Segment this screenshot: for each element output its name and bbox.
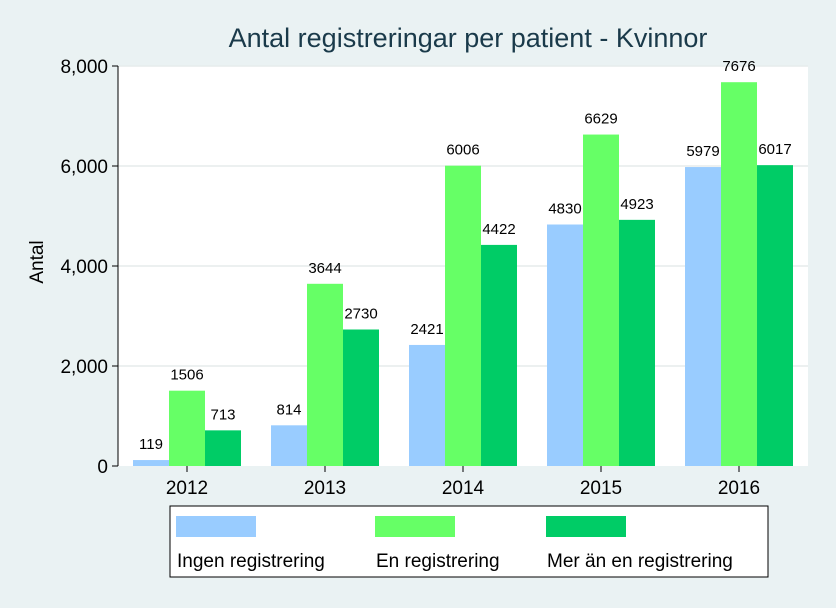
data-label: 119 (139, 436, 163, 453)
legend-box (169, 505, 769, 578)
x-axis-ticks: 2012 2013 2014 2015 2016 (166, 466, 760, 499)
bar (271, 425, 307, 466)
bar (133, 460, 169, 466)
bar (481, 244, 517, 466)
y-tick-label: 0 (97, 457, 108, 478)
chart-title: Antal registreringar per patient - Kvinn… (229, 23, 708, 53)
data-label: 2730 (344, 306, 377, 323)
y-axis-title: Antal (27, 240, 48, 283)
bar (169, 390, 205, 466)
x-tick-label: 2012 (166, 478, 208, 499)
bar (445, 165, 481, 466)
bar (757, 165, 793, 466)
data-label: 4830 (548, 201, 581, 218)
data-label: 5979 (686, 143, 719, 160)
data-label: 2421 (410, 321, 443, 338)
y-tick-label: 4,000 (60, 257, 108, 278)
legend-swatch (546, 516, 626, 537)
data-label: 6006 (446, 142, 479, 159)
bar (307, 283, 343, 466)
y-tick-label: 6,000 (60, 157, 108, 178)
data-label: 4923 (620, 196, 653, 213)
bar (685, 167, 721, 467)
bar (343, 329, 379, 466)
bar (205, 430, 241, 466)
data-label: 7676 (722, 58, 755, 75)
legend-label: Mer än en registrering (547, 551, 733, 572)
legend-swatch (375, 516, 455, 537)
legend-label: Ingen registrering (177, 551, 325, 572)
bars (133, 82, 793, 467)
data-label: 713 (210, 406, 235, 423)
bar (721, 82, 757, 466)
x-tick-label: 2013 (304, 478, 346, 499)
bar (583, 134, 619, 467)
data-label: 6017 (758, 141, 791, 158)
x-tick-label: 2015 (580, 478, 622, 499)
bar (409, 344, 445, 466)
data-label: 4422 (482, 221, 515, 238)
y-tick-label: 2,000 (60, 357, 108, 378)
y-tick-label: 8,000 (60, 57, 108, 78)
legend-swatch (176, 516, 256, 537)
data-label: 6629 (584, 111, 617, 128)
bar (619, 219, 655, 466)
x-tick-label: 2016 (718, 478, 760, 499)
legend-label: En registrering (376, 551, 500, 572)
legend: Ingen registrering En registrering Mer än … (169, 505, 769, 578)
data-label: 3644 (308, 260, 341, 277)
y-axis-ticks: 0 2,000 4,000 6,000 8,000 (60, 57, 118, 478)
data-labels: 119 1506 713 814 3644 2730 2421 6006 4422 4830 662… (139, 58, 792, 453)
data-label: 1506 (170, 367, 203, 384)
x-tick-label: 2014 (442, 478, 485, 499)
data-label: 814 (276, 401, 301, 418)
bar (547, 224, 583, 466)
